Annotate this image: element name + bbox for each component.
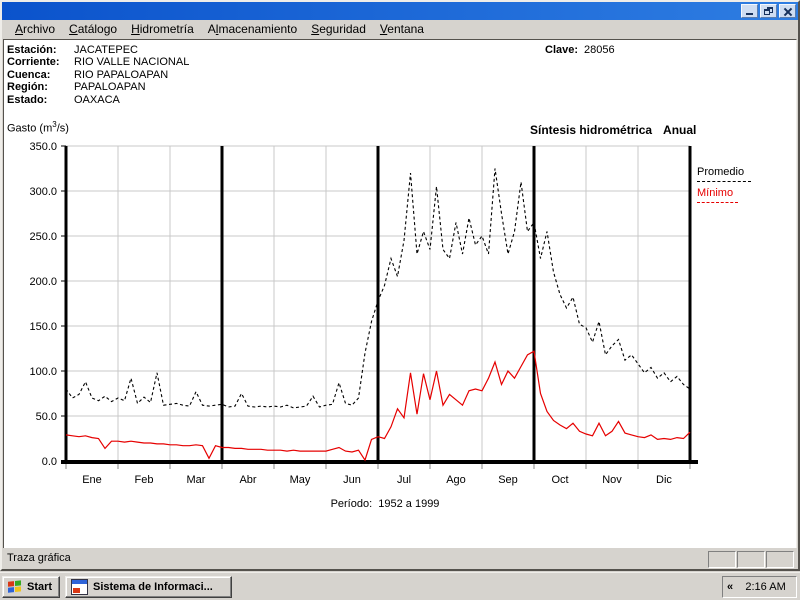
station-info: Estación: JACATEPEC Corriente: RIO VALLE NA… — [7, 44, 189, 106]
svg-text:150.0: 150.0 — [29, 321, 57, 333]
station-row-label: Estado: — [7, 93, 48, 106]
station-row-value: PAPALOAPAN — [74, 81, 146, 94]
svg-text:Dic: Dic — [656, 474, 672, 486]
menu-item-hidrometria[interactable]: Hidrometría — [131, 22, 194, 36]
station-row: Región: PAPALOAPAN — [7, 81, 189, 93]
tray-chevron[interactable]: « — [727, 581, 734, 593]
legend-line-sample — [697, 181, 752, 182]
minimize-icon — [745, 7, 754, 15]
station-row-label: Región: — [7, 81, 48, 94]
station-row-value: RIO VALLE NACIONAL — [74, 56, 190, 69]
windows-logo-icon — [8, 580, 22, 593]
svg-text:250.0: 250.0 — [29, 231, 57, 243]
station-key-label: Clave: — [545, 44, 579, 56]
client-area: Estación: JACATEPEC Corriente: RIO VALLE NA… — [3, 39, 797, 550]
station-row: Estado: OAXACA — [7, 94, 189, 106]
svg-text:100.0: 100.0 — [29, 366, 57, 378]
svg-text:Jun: Jun — [343, 474, 361, 486]
station-row-label: Estación: — [7, 44, 57, 56]
app-window: Sistema de Información de Aguas Superfic… — [0, 0, 800, 571]
chart-title-text: Síntesis hidrométrica — [530, 123, 653, 137]
svg-text:Jul: Jul — [397, 474, 411, 486]
chart-title: Síntesis hidrométrica Anual — [530, 123, 696, 137]
svg-text:Ene: Ene — [82, 474, 102, 486]
x-axis-labels: Ene Feb Mar Abr May Jun Jul Ago Sep Oct Nov Dic — [82, 474, 672, 486]
menu-bar: Archivo Catálogo Hidrometría Almacenamiento… — [2, 20, 798, 39]
series-promedio — [65, 168, 691, 409]
y-axis-title: Gasto (m3/s) — [7, 120, 69, 135]
svg-text:50.0: 50.0 — [36, 411, 57, 423]
y-axis-labels: 0.0 50.0 100.0 150.0 200.0 250.0 300.0 350.0 — [29, 141, 57, 468]
legend-line-sample — [697, 202, 738, 203]
taskbar: Start Sistema de Informaci... « 2:16 AM — [0, 572, 800, 600]
svg-text:350.0: 350.0 — [29, 141, 57, 153]
restore-icon — [764, 7, 773, 15]
svg-text:Sep: Sep — [498, 474, 518, 486]
restore-button[interactable] — [760, 4, 777, 18]
legend-label: Mínimo — [697, 187, 734, 199]
svg-text:Feb: Feb — [135, 474, 154, 486]
menu-item-archivo[interactable]: Archivo — [15, 22, 56, 36]
status-bar: Traza gráfica — [2, 548, 798, 569]
legend-label: Promedio — [697, 166, 745, 178]
chart-legend: Promedio Mínimo — [697, 166, 752, 208]
title-bar[interactable]: Sistema de Información de Aguas Superfic… — [2, 2, 798, 20]
svg-text:Mar: Mar — [187, 474, 206, 486]
station-row-value: RIO PAPALOAPAN — [74, 68, 169, 81]
series-minimo — [65, 350, 691, 462]
chart-svg: 0.0 50.0 100.0 150.0 200.0 250.0 300.0 350.0 Ene… — [29, 141, 698, 486]
minimize-button[interactable] — [741, 4, 758, 18]
legend-entry-promedio: Promedio — [697, 166, 752, 182]
series — [65, 168, 691, 462]
axis-ticks — [61, 145, 691, 469]
y-axis-title-post: /s) — [56, 122, 69, 135]
station-row-value: JACATEPEC — [74, 44, 138, 56]
svg-text:Abr: Abr — [239, 474, 256, 486]
svg-text:Nov: Nov — [602, 474, 622, 486]
window-controls — [741, 4, 796, 18]
svg-text:Ago: Ago — [446, 474, 466, 486]
close-button[interactable] — [779, 4, 796, 18]
start-button-label: Start — [27, 581, 53, 593]
heavy-lines — [61, 146, 698, 464]
svg-text:200.0: 200.0 — [29, 276, 57, 288]
taskbar-clock: 2:16 AM — [745, 581, 786, 593]
chart-period-type: Anual — [663, 123, 697, 137]
task-button-label: Sistema de Informaci... — [93, 581, 213, 593]
taskbar-task-button[interactable]: Sistema de Informaci... — [65, 576, 232, 598]
svg-text:Oct: Oct — [551, 474, 568, 486]
station-row: Estación: JACATEPEC — [7, 44, 189, 56]
menu-item-seguridad[interactable]: Seguridad — [311, 22, 366, 36]
y-axis-title-pre: Gasto (m — [7, 122, 53, 135]
svg-text:May: May — [290, 474, 311, 486]
station-key: Clave: 28056 — [545, 44, 615, 56]
period-label: Período: 1952 a 1999 — [330, 498, 440, 510]
menu-item-ventana[interactable]: Ventana — [379, 22, 424, 36]
statusbar-panel — [737, 551, 765, 568]
station-row-label: Cuenca: — [7, 68, 51, 81]
svg-text:0.0: 0.0 — [42, 456, 57, 468]
station-row: Cuenca: RIO PAPALOAPAN — [7, 69, 189, 81]
app-icon — [71, 579, 88, 595]
y-axis-title-sup: 3 — [52, 120, 57, 129]
statusbar-panel — [708, 551, 736, 568]
svg-text:300.0: 300.0 — [29, 186, 57, 198]
station-key-value: 28056 — [584, 44, 615, 56]
status-text: Traza gráfica — [7, 552, 71, 564]
station-row-value: OAXACA — [74, 93, 120, 106]
menu-item-catalogo[interactable]: Catálogo — [69, 22, 118, 36]
close-icon — [783, 7, 792, 16]
station-row: Corriente: RIO VALLE NACIONAL — [7, 56, 189, 68]
legend-entry-minimo: Mínimo — [697, 187, 751, 203]
station-row-label: Corriente: — [7, 56, 60, 69]
statusbar-panel — [766, 551, 794, 568]
system-tray: « 2:16 AM — [722, 576, 797, 598]
menu-item-almacenamiento[interactable]: Almacenamiento — [207, 22, 298, 36]
start-button[interactable]: Start — [2, 576, 60, 598]
